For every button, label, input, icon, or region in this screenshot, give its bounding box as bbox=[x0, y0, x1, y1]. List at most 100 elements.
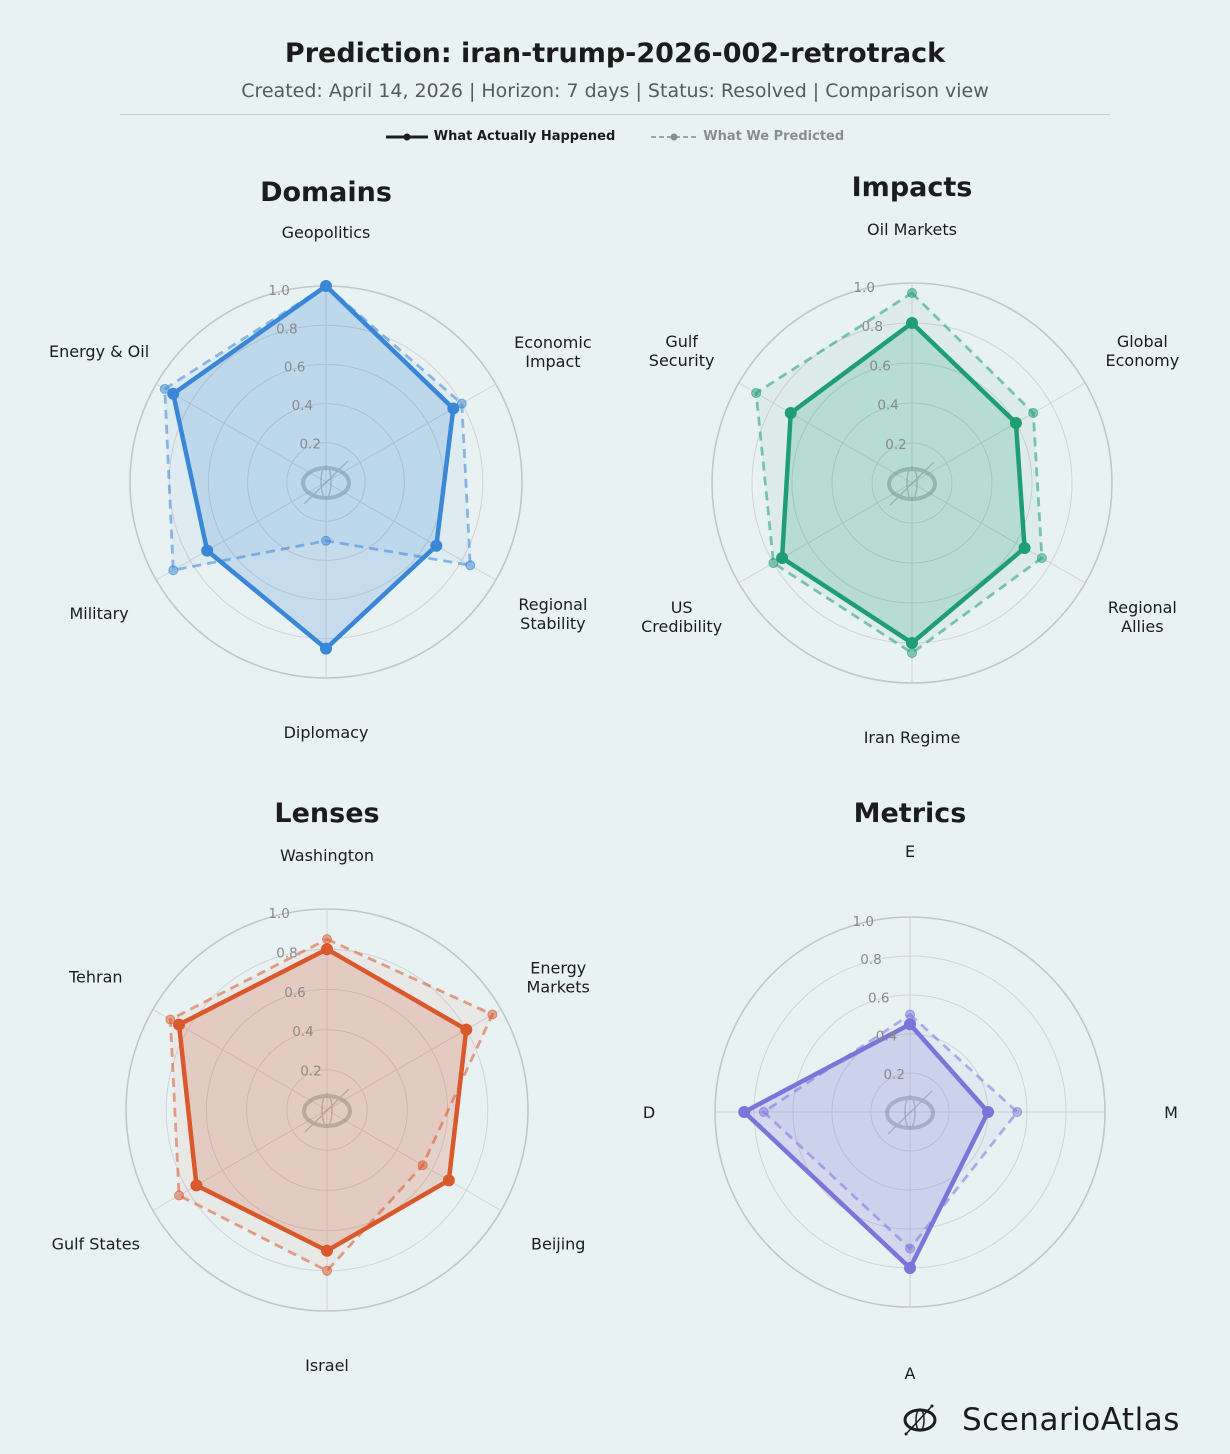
axis-label: Economic Impact bbox=[514, 333, 591, 371]
radial-tick-label: 0.2 bbox=[299, 437, 320, 453]
predicted-point bbox=[1028, 408, 1039, 418]
axis-label: Regional Stability bbox=[518, 595, 587, 633]
axis-label: Israel bbox=[305, 1356, 349, 1375]
axis-label: US Credibility bbox=[641, 598, 722, 636]
brand-name: ScenarioAtlas bbox=[962, 1402, 1180, 1438]
watermark-logo-icon bbox=[302, 1088, 352, 1133]
radial-tick-label: 0.6 bbox=[869, 358, 890, 374]
actual-point bbox=[1009, 417, 1022, 429]
radial-tick-label: 0.6 bbox=[284, 360, 305, 376]
predicted-point bbox=[174, 1190, 185, 1201]
grid-spoke bbox=[911, 382, 1086, 484]
actual-point bbox=[321, 1244, 333, 1257]
axis-label: Iran Regime bbox=[864, 728, 961, 747]
predicted-point bbox=[907, 288, 917, 298]
axis-label: Diplomacy bbox=[284, 723, 369, 742]
actual-point bbox=[460, 1023, 473, 1036]
footer-brand: ScenarioAtlas bbox=[900, 1402, 1180, 1438]
radial-tick-label: 0.4 bbox=[292, 398, 313, 414]
grid-spoke bbox=[911, 482, 1086, 584]
radial-tick-label: 0.8 bbox=[276, 321, 297, 337]
radial-tick-label: 0.6 bbox=[868, 990, 889, 1006]
predicted-point bbox=[168, 565, 179, 576]
watermark-logo-icon bbox=[885, 1090, 935, 1135]
page-title: Prediction: iran-trump-2026-002-retrotra… bbox=[284, 38, 946, 69]
predicted-point bbox=[1036, 553, 1047, 563]
actual-point bbox=[201, 544, 214, 557]
chart-title: Impacts bbox=[852, 172, 973, 203]
radial-tick-label: 0.2 bbox=[885, 437, 906, 453]
watermark-logo-icon bbox=[887, 461, 937, 506]
actual-point bbox=[776, 552, 789, 564]
grid-spoke bbox=[156, 481, 327, 581]
actual-point bbox=[321, 943, 333, 956]
radar-chart-lenses: Lenses 0.2 0.4 0.6 0.8 1.0 Washington Energy Mar… bbox=[52, 798, 590, 1375]
radial-tick-label: 0.8 bbox=[860, 952, 881, 968]
axis-label: Energy & Oil bbox=[49, 342, 149, 361]
actual-point bbox=[173, 1018, 186, 1031]
chart-title: Lenses bbox=[274, 798, 379, 829]
actual-point bbox=[442, 1174, 455, 1187]
actual-point bbox=[430, 539, 443, 552]
legend-label-actual: What Actually Happened bbox=[433, 129, 616, 144]
grid-spoke bbox=[325, 383, 496, 483]
scenarioatlas-logo-icon bbox=[903, 1404, 937, 1436]
predicted-point bbox=[751, 388, 762, 398]
predicted-point bbox=[321, 535, 331, 546]
radial-tick-label: 0.4 bbox=[292, 1024, 313, 1040]
radial-tick-label: 0.8 bbox=[276, 945, 297, 961]
page-subtitle: Created: April 14, 2026 | Horizon: 7 day… bbox=[241, 80, 989, 102]
actual-point bbox=[1018, 542, 1031, 554]
axis-label: Oil Markets bbox=[867, 220, 957, 239]
actual-point bbox=[738, 1106, 751, 1118]
radial-tick-label: 1.0 bbox=[853, 914, 874, 930]
axis-label: Washington bbox=[280, 846, 374, 865]
actual-point bbox=[904, 1262, 916, 1274]
legend: What Actually Happened What We Predicted bbox=[0, 129, 1230, 144]
axis-label: Gulf Security bbox=[649, 332, 715, 370]
actual-point bbox=[447, 402, 460, 415]
radial-tick-label: 1.0 bbox=[268, 283, 289, 299]
predicted-point bbox=[487, 1009, 498, 1020]
predicted-point bbox=[417, 1160, 428, 1171]
legend-item-actual: What Actually Happened bbox=[385, 129, 616, 144]
grid-spoke bbox=[738, 382, 913, 484]
radar-chart-impacts: Impacts 0.2 0.4 0.6 0.8 1.0 Oil Markets Global E… bbox=[641, 172, 1179, 747]
predicted-point bbox=[905, 1243, 915, 1254]
solid-line-marker-icon bbox=[385, 133, 428, 140]
legend-item-predicted: What We Predicted bbox=[651, 129, 844, 144]
radar-chart-metrics: Metrics 0.2 0.4 0.6 0.8 1.0 E M A D bbox=[643, 798, 1178, 1383]
axis-label: Gulf States bbox=[52, 1235, 140, 1254]
axis-label: Tehran bbox=[68, 968, 123, 987]
legend-label-predicted: What We Predicted bbox=[703, 129, 845, 144]
axis-label: Regional Allies bbox=[1108, 598, 1177, 636]
grid-spoke bbox=[326, 1109, 502, 1211]
actual-point bbox=[906, 317, 918, 329]
actual-point bbox=[784, 407, 797, 419]
radial-tick-label: 1.0 bbox=[268, 906, 289, 922]
radial-tick-label: 0.4 bbox=[876, 1029, 897, 1045]
radial-tick-label: 1.0 bbox=[854, 280, 875, 296]
radial-tick-label: 0.2 bbox=[884, 1067, 905, 1083]
predicted-point bbox=[322, 1265, 332, 1276]
actual-point bbox=[320, 642, 332, 655]
grid-spoke bbox=[156, 383, 327, 483]
actual-point bbox=[167, 387, 180, 400]
predicted-point bbox=[1012, 1107, 1023, 1117]
actual-series bbox=[170, 283, 456, 651]
axis-label: Global Economy bbox=[1106, 332, 1180, 370]
header-divider bbox=[120, 114, 1110, 115]
predicted-point bbox=[322, 934, 332, 945]
predicted-point bbox=[165, 1014, 176, 1025]
actual-point bbox=[982, 1106, 994, 1118]
radial-tick-label: 0.6 bbox=[284, 985, 305, 1001]
axis-label: A bbox=[905, 1364, 916, 1383]
axis-label: E bbox=[905, 842, 915, 861]
predicted-point bbox=[758, 1107, 769, 1117]
axis-label: M bbox=[1164, 1103, 1178, 1122]
predicted-point bbox=[905, 1009, 915, 1020]
predicted-point bbox=[768, 558, 779, 568]
radial-tick-label: 0.2 bbox=[300, 1064, 321, 1080]
predicted-point bbox=[456, 398, 467, 409]
